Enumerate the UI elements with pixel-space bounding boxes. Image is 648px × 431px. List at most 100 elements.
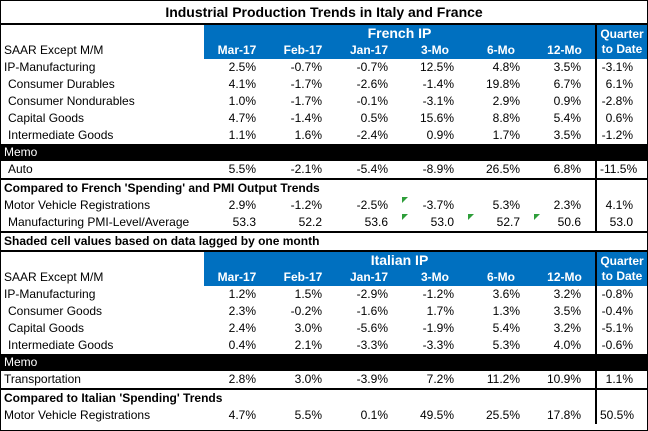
cell: 5.4% <box>553 111 581 125</box>
cell: 3.6% <box>492 287 520 301</box>
col-feb-17: Feb-17 <box>270 42 336 59</box>
cell: 0.4% <box>228 338 256 352</box>
cell: 3.0% <box>294 372 322 386</box>
qtd-cell: -11.5% <box>594 161 648 179</box>
cell: 0.9% <box>553 94 581 108</box>
row-label: Consumer Durables <box>8 77 115 91</box>
cell: 2.9% <box>492 94 520 108</box>
cell: 2.3% <box>228 304 256 318</box>
cell: -0.7% <box>356 60 388 74</box>
cell: 4.7% <box>228 111 256 125</box>
table-row: Consumer Goods 2.3% -0.2% -1.6% 1.7% 1.3… <box>1 303 648 320</box>
cell: 53.3 <box>232 215 256 229</box>
italian-column-header: SAAR Except M/M Mar-17 Feb-17 Jan-17 3-M… <box>1 269 647 286</box>
cell: 25.5% <box>485 408 520 422</box>
qtd-cell: -3.1% <box>594 59 648 76</box>
col-3-mo: 3-Mo <box>402 269 468 286</box>
table-row: Consumer Durables 4.1% -1.7% -2.6% -1.4%… <box>1 76 648 93</box>
cell: 2.1% <box>294 338 322 352</box>
qtd-cell: 53.0 <box>594 214 648 232</box>
memo-row: Memo <box>1 354 648 371</box>
cell: -3.3% <box>422 338 454 352</box>
cell: 52.7 <box>468 214 534 232</box>
cell: 3.2% <box>553 321 581 335</box>
cell: 3.5% <box>553 60 581 74</box>
row-label: Manufacturing PMI-Level/Average <box>8 215 190 229</box>
cell: 1.2% <box>228 287 256 301</box>
table-row: Motor Vehicle Registrations 2.9% -1.2% -… <box>1 197 648 214</box>
row-label: Intermediate Goods <box>8 338 114 352</box>
cell: 11.2% <box>486 372 520 386</box>
col-feb-17: Feb-17 <box>270 269 336 286</box>
qtd-cell: -2.8% <box>594 93 648 110</box>
cell: 3.5% <box>553 128 581 142</box>
italian-section-title: Italian IP <box>204 250 596 269</box>
table-row: Transportation 2.8% 3.0% -3.9% 7.2% 11.2… <box>1 371 648 389</box>
cell: 53.0 <box>402 214 468 232</box>
cell: 1.6% <box>294 128 322 142</box>
cell: 1.3% <box>492 304 520 318</box>
cell: -2.6% <box>356 77 388 91</box>
cell: 1.7% <box>492 128 520 142</box>
qtd-cell: 4.1% <box>594 197 648 214</box>
note-row: Shaded cell values based on data lagged … <box>1 231 648 251</box>
cell: 0.5% <box>360 111 388 125</box>
cell: 2.8% <box>228 372 256 386</box>
table-row: Motor Vehicle Registrations 4.7% 5.5% 0.… <box>1 407 648 424</box>
french-column-header: SAAR Except M/M Mar-17 Feb-17 Jan-17 3-M… <box>1 42 647 59</box>
qtd-cell: 0.6% <box>594 110 648 127</box>
table-row: IP-Manufacturing 2.5% -0.7% -0.7% 12.5% … <box>1 59 648 76</box>
row-label: IP-Manufacturing <box>4 60 96 74</box>
cell: 3.2% <box>553 287 581 301</box>
cell: 52.2 <box>298 215 322 229</box>
italian-section-header: Italian IP Quarter to Date <box>1 250 648 286</box>
cell: -1.2% <box>290 198 322 212</box>
cell: -1.7% <box>290 77 322 91</box>
cell: 3.0% <box>294 321 322 335</box>
cell: -0.7% <box>290 60 322 74</box>
qtd-cell: -0.6% <box>594 337 648 354</box>
cell: 53.6 <box>364 215 388 229</box>
row-label: Motor Vehicle Registrations <box>4 408 151 422</box>
row-label: Auto <box>8 162 33 176</box>
cell: -1.7% <box>290 94 322 108</box>
table-row: Manufacturing PMI-Level/Average 53.3 52.… <box>1 214 648 232</box>
french-stub: SAAR Except M/M <box>4 43 104 57</box>
cell: 2.9% <box>228 198 256 212</box>
cell: 7.2% <box>426 372 454 386</box>
qtd-cell: -1.2% <box>594 127 648 144</box>
table-row: Capital Goods 2.4% 3.0% -5.6% -1.9% 5.4%… <box>1 320 648 337</box>
row-label: Motor Vehicle Registrations <box>4 198 151 212</box>
cell: 2.5% <box>228 60 256 74</box>
cell: -1.6% <box>356 304 388 318</box>
cell: -1.9% <box>422 321 454 335</box>
italian-qtd-header: Quarter to Date <box>594 250 648 286</box>
french-compared-row: Compared to French 'Spending' and PMI Ou… <box>1 178 648 197</box>
row-label: IP-Manufacturing <box>4 287 96 301</box>
cell: 2.3% <box>553 198 581 212</box>
row-label: Intermediate Goods <box>8 128 114 142</box>
italian-stub: SAAR Except M/M <box>4 270 104 284</box>
table-row: Intermediate Goods 0.4% 2.1% -3.3% -3.3%… <box>1 337 648 354</box>
cell: 26.5% <box>485 162 520 176</box>
memo-row: Memo <box>1 144 648 161</box>
cell: 49.5% <box>419 408 454 422</box>
col-6-mo: 6-Mo <box>468 269 534 286</box>
col-mar-17: Mar-17 <box>204 269 270 286</box>
row-label: Consumer Nondurables <box>8 94 135 108</box>
cell: -8.9% <box>422 162 454 176</box>
cell: 3.5% <box>553 304 581 318</box>
memo-label: Memo <box>1 354 204 371</box>
table-row: Consumer Nondurables 1.0% -1.7% -0.1% -3… <box>1 93 648 110</box>
cell: 2.4% <box>228 321 256 335</box>
table-row: Capital Goods 4.7% -1.4% 0.5% 15.6% 8.8%… <box>1 110 648 127</box>
lag-note: Shaded cell values based on data lagged … <box>1 231 648 251</box>
row-label: Capital Goods <box>8 111 85 125</box>
col-6-mo: 6-Mo <box>468 42 534 59</box>
table-row: Auto 5.5% -2.1% -5.4% -8.9% 26.5% 6.8% -… <box>1 161 648 179</box>
cell: 6.7% <box>553 77 581 91</box>
cell: 1.5% <box>294 287 322 301</box>
cell: 15.6% <box>419 111 454 125</box>
cell: 17.8% <box>546 408 581 422</box>
table-row: Intermediate Goods 1.1% 1.6% -2.4% 0.9% … <box>1 127 648 144</box>
